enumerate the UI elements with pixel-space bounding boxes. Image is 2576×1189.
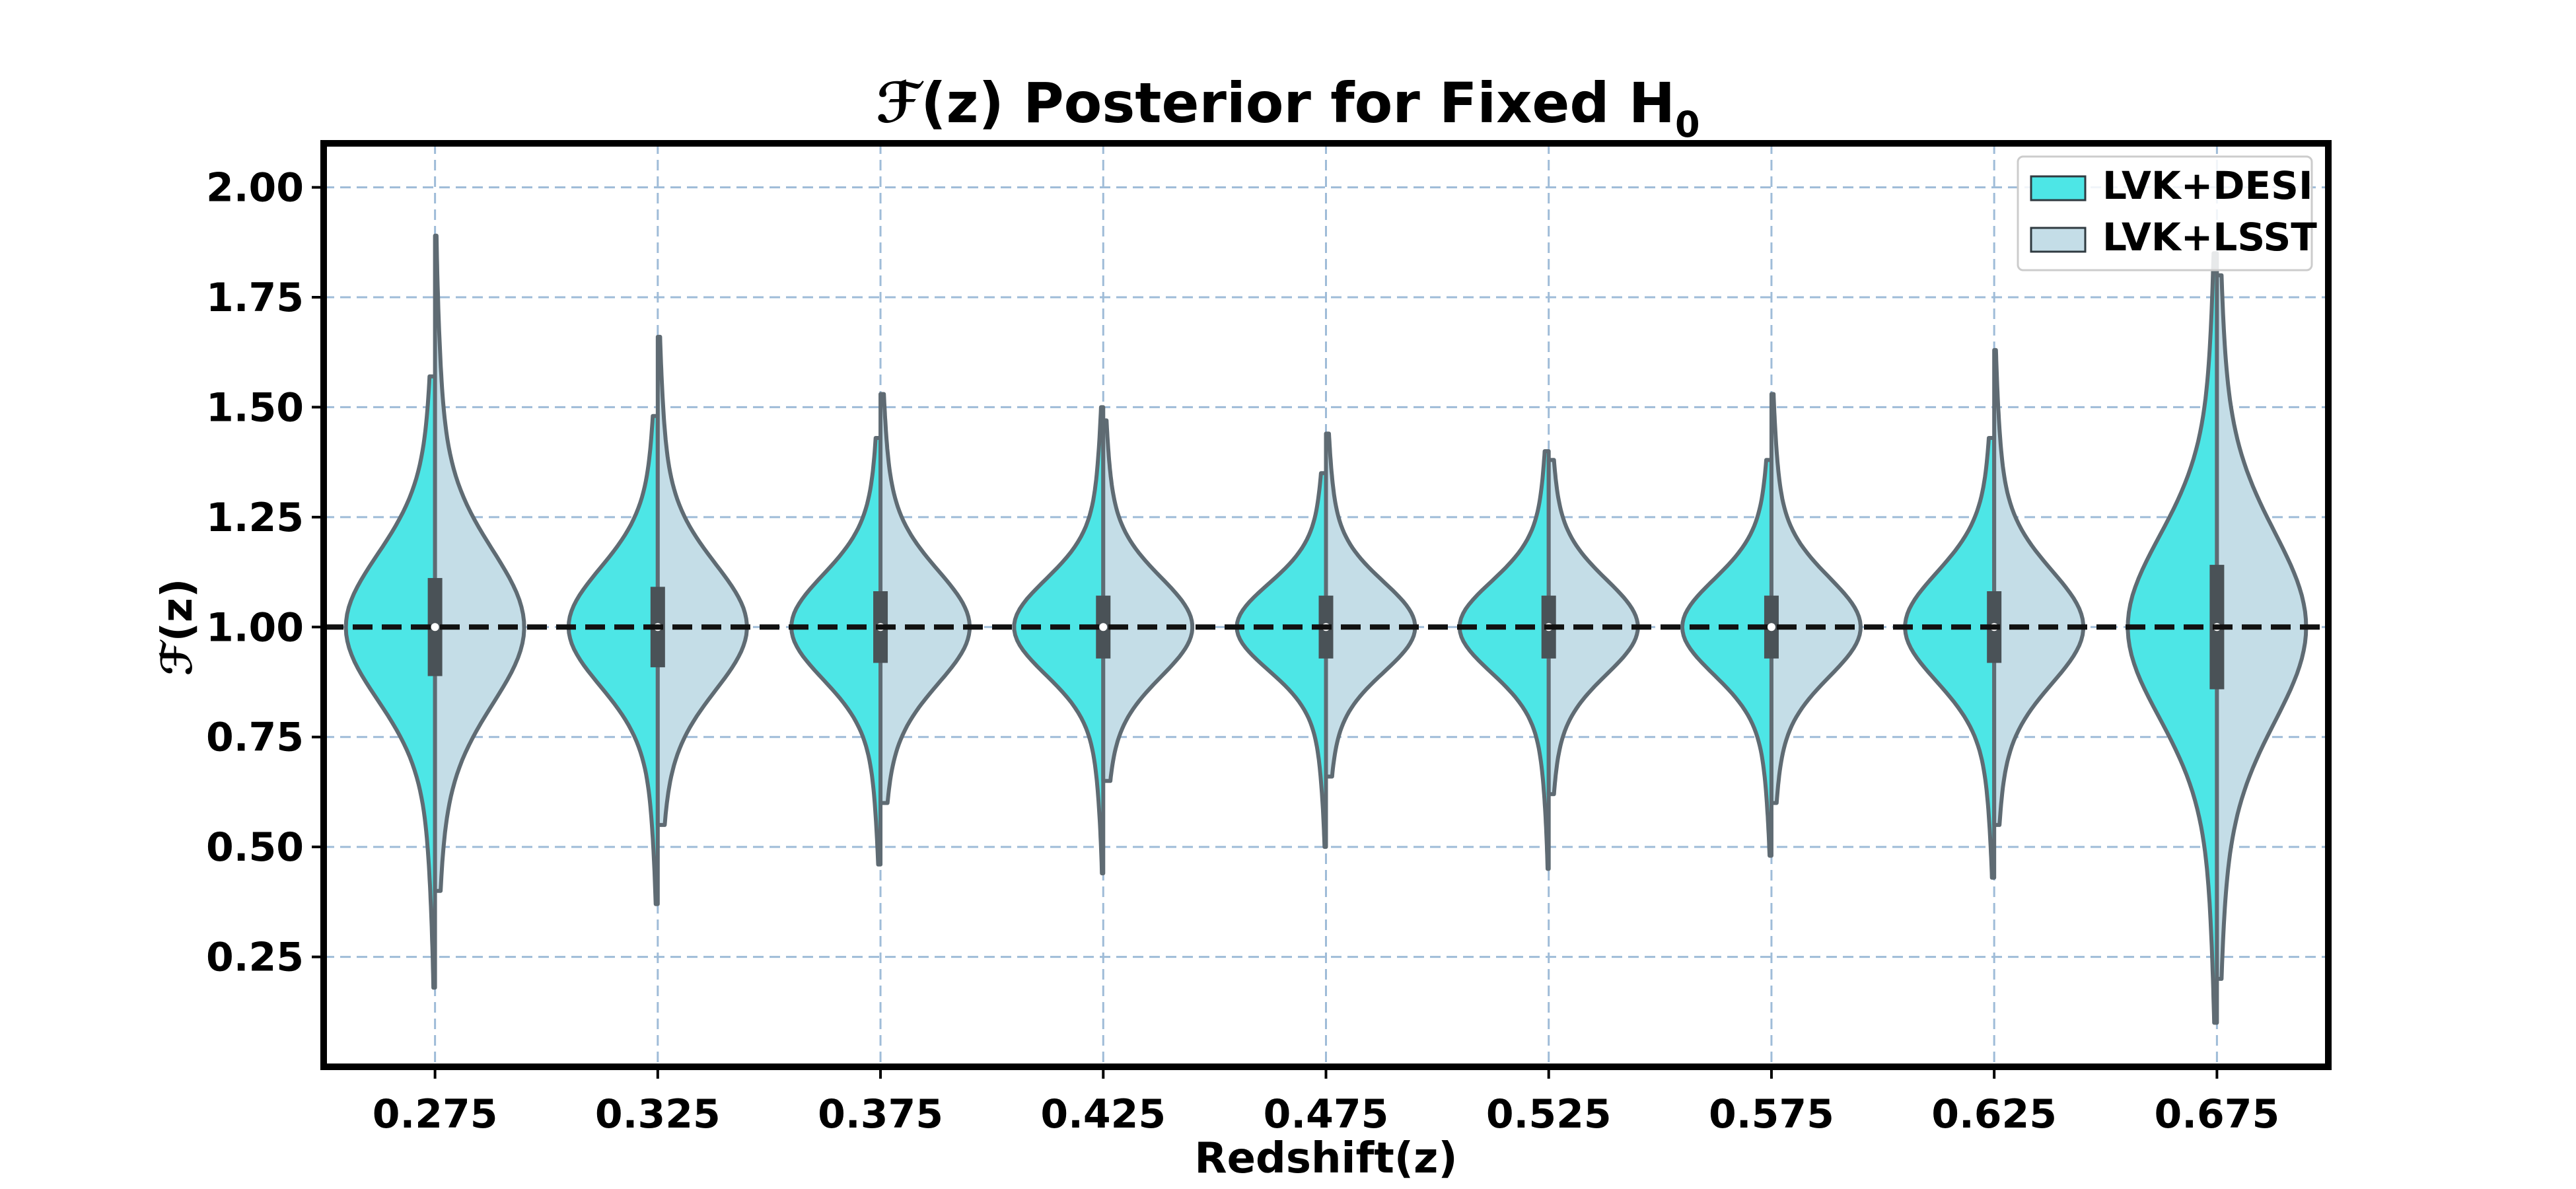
x-tick-label: 0.625 xyxy=(1931,1091,2057,1137)
legend: LVK+DESI LVK+LSST xyxy=(2017,155,2317,271)
legend-label: LVK+DESI xyxy=(2102,163,2313,208)
violin-layer xyxy=(343,233,2308,1025)
x-tick-label: 0.325 xyxy=(595,1091,721,1137)
legend-label: LVK+LSST xyxy=(2102,215,2317,260)
violin-half-lsst xyxy=(433,233,526,893)
y-tick-labels: 2.00 1.75 1.50 1.25 1.00 0.75 0.50 0.25 xyxy=(206,165,324,981)
violin-half-desi xyxy=(1457,449,1551,871)
x-tick-label: 0.525 xyxy=(1486,1091,1612,1137)
violin-median-dot xyxy=(1099,623,1108,631)
violin-half-lsst xyxy=(1101,418,1195,783)
x-tick-label: 0.375 xyxy=(818,1091,943,1137)
violin-half-lsst xyxy=(878,392,972,805)
violin-median-dot xyxy=(431,623,439,631)
violin-half-desi xyxy=(1012,405,1106,876)
y-tick-label: 0.25 xyxy=(206,935,304,981)
x-tick-label: 0.275 xyxy=(373,1091,498,1137)
violin-half-desi xyxy=(566,414,660,906)
x-tick-label: 0.475 xyxy=(1264,1091,1389,1137)
violin-half-desi xyxy=(2126,251,2219,1025)
legend-swatch xyxy=(2030,227,2087,253)
y-tick-label: 1.75 xyxy=(206,275,304,321)
x-tick-label: 0.675 xyxy=(2154,1091,2279,1137)
y-tick-label: 1.50 xyxy=(206,384,304,431)
x-tick-labels: 0.275 0.325 0.375 0.425 0.475 0.525 0.575 0.625… xyxy=(373,1067,2279,1137)
y-tick-label: 0.50 xyxy=(206,824,304,871)
violin-half-desi xyxy=(1234,471,1328,849)
y-tick-label: 0.75 xyxy=(206,715,304,761)
violin-half-desi xyxy=(789,436,883,867)
violin-half-lsst xyxy=(1324,431,1417,779)
y-tick-label: 2.00 xyxy=(206,165,304,211)
y-tick-label: 1.00 xyxy=(206,604,304,651)
chart-title-main: ℱ(z) Posterior for Fixed H xyxy=(876,71,1675,135)
y-axis-label: ℱ(z) xyxy=(153,579,202,676)
violin-half-desi xyxy=(1903,436,1997,880)
chart-title-subscript: 0 xyxy=(1675,104,1700,145)
violin-median-dot xyxy=(1767,623,1775,631)
x-axis-label: Redshift(z) xyxy=(1194,1134,1457,1183)
violin-half-lsst xyxy=(1992,347,2085,827)
violin-half-desi xyxy=(1680,458,1773,858)
violin-half-lsst xyxy=(1769,392,1863,805)
x-tick-label: 0.575 xyxy=(1709,1091,1834,1137)
chart-title: ℱ(z) Posterior for Fixed H0 xyxy=(876,71,1699,145)
violin-half-lsst xyxy=(655,334,749,827)
legend-swatch xyxy=(2030,175,2087,201)
violin-half-desi xyxy=(343,374,437,990)
legend-box xyxy=(2017,155,2313,271)
y-tick-label: 1.25 xyxy=(206,495,304,541)
x-tick-label: 0.425 xyxy=(1040,1091,1166,1137)
